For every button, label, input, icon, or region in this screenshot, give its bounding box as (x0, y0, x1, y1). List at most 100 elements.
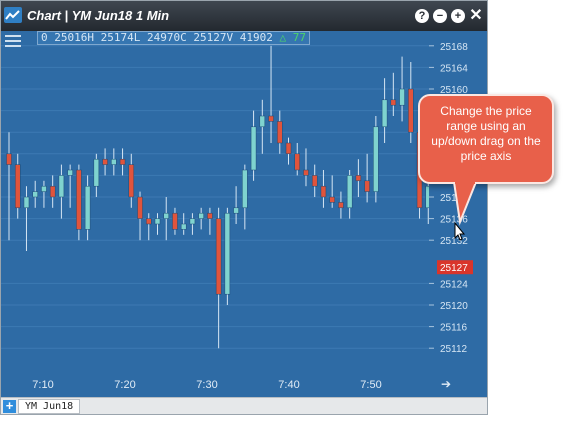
scroll-right-arrow-icon[interactable]: ➔ (441, 377, 451, 391)
candle-body-down (338, 202, 344, 209)
candle-body-down (215, 218, 222, 295)
change-arrow-icon: △ (279, 31, 287, 44)
candle (329, 175, 335, 208)
candle-body-up (154, 218, 161, 225)
price-label: 25132 (440, 236, 468, 247)
candle-body-up (399, 88, 405, 106)
candle-body-down (172, 212, 178, 230)
title-bar[interactable]: Chart | YM Jun18 1 Min ? − + ✕ (1, 1, 487, 31)
symbol-tab-bar: + YM Jun18 (1, 397, 487, 414)
candle (399, 56, 405, 122)
candle (320, 170, 327, 208)
candle (311, 164, 318, 197)
candle-body-down (294, 153, 300, 171)
candle-body-down (277, 121, 283, 144)
legend-change: 77 (292, 31, 306, 44)
candle (294, 143, 300, 176)
candle (346, 170, 353, 219)
window-title: Chart | YM Jun18 1 Min (27, 8, 170, 23)
candle (23, 186, 30, 251)
candle-body-down (137, 196, 143, 219)
price-label: 25160 (440, 85, 468, 96)
candle-body-up (425, 185, 429, 209)
price-label: 25116 (440, 323, 468, 334)
time-label: 7:10 (32, 379, 53, 391)
maximize-button[interactable]: + (451, 9, 465, 23)
candle (268, 45, 274, 143)
add-symbol-button[interactable]: + (3, 399, 16, 413)
candle-body-up (189, 218, 196, 225)
candle-body-down (14, 164, 21, 209)
candle-body-up (58, 175, 65, 198)
price-label: 25120 (440, 301, 468, 312)
candle-body-up (198, 212, 204, 219)
candle-body-down (390, 99, 397, 106)
candle (180, 213, 187, 235)
candle-body-up (250, 126, 257, 171)
legend-last: 25127V (193, 31, 234, 44)
candle-body-up (67, 169, 73, 176)
candle-body-down (285, 142, 292, 155)
candle (146, 213, 152, 241)
candle-body-up (163, 212, 169, 219)
chart-window: Chart | YM Jun18 1 Min ? − + ✕ 0 25016H … (0, 0, 488, 415)
candle (102, 148, 108, 176)
candle-body-down (119, 158, 126, 165)
candle (32, 180, 38, 208)
candle (277, 110, 283, 154)
candle-body-down (128, 164, 135, 198)
time-label: 7:30 (196, 379, 217, 391)
candle-body-up (84, 185, 91, 230)
price-label: 25124 (440, 279, 468, 290)
current-price-marker (437, 260, 473, 275)
legend-low: 25174L (100, 31, 141, 44)
callout-text: Change the price range using an up/down … (431, 104, 541, 163)
legend-volume: 41902 (239, 31, 273, 44)
candle-body-up (93, 158, 100, 187)
candle (364, 153, 370, 203)
candle-body-up (242, 169, 248, 209)
candle-body-up (180, 223, 187, 230)
candle (93, 153, 100, 197)
help-button[interactable]: ? (415, 9, 429, 23)
candle-body-up (346, 175, 353, 209)
candle-body-down (49, 185, 56, 198)
candle-body-down (311, 175, 318, 187)
candle (285, 137, 292, 165)
tooltip-callout: Change the price range using an up/down … (418, 94, 554, 184)
candle (41, 180, 47, 208)
legend-open: 0 (41, 31, 48, 44)
candle-body-down (146, 218, 152, 225)
hamburger-menu-icon[interactable] (5, 35, 21, 47)
price-label: 25112 (440, 344, 468, 355)
candle-body-up (259, 115, 266, 128)
candle (14, 153, 21, 219)
candle-body-down (6, 153, 12, 165)
candle (224, 207, 231, 305)
candle (408, 62, 414, 143)
candle (67, 164, 73, 208)
candle-body-up (373, 126, 379, 192)
candle (390, 72, 397, 116)
candle (49, 175, 56, 208)
legend-high: 25016H (54, 31, 94, 44)
candlestick-plot[interactable] (1, 31, 429, 373)
time-axis[interactable]: 7:10 7:20 7:30 7:40 7:50 ➔ (1, 373, 487, 397)
candle (250, 110, 257, 181)
candle (111, 148, 117, 176)
candle-body-down (355, 175, 362, 182)
chart-area[interactable]: 0 25016H 25174L 24970C 25127V 41902 △ 77… (1, 31, 487, 397)
time-label: 7:40 (278, 379, 299, 391)
candle (163, 197, 169, 241)
ohlc-legend: 0 25016H 25174L 24970C 25127V 41902 △ 77 (37, 31, 310, 45)
candle-body-down (364, 180, 370, 192)
close-button[interactable]: ✕ (469, 7, 483, 24)
candle (242, 164, 248, 230)
symbol-tab[interactable]: YM Jun18 (18, 399, 81, 414)
price-label: 25136 (440, 215, 468, 226)
candle-body-down (207, 212, 213, 219)
minimize-button[interactable]: − (433, 9, 447, 23)
candle-body-up (111, 158, 117, 165)
candle (137, 191, 143, 241)
price-label: 25140 (440, 193, 468, 204)
